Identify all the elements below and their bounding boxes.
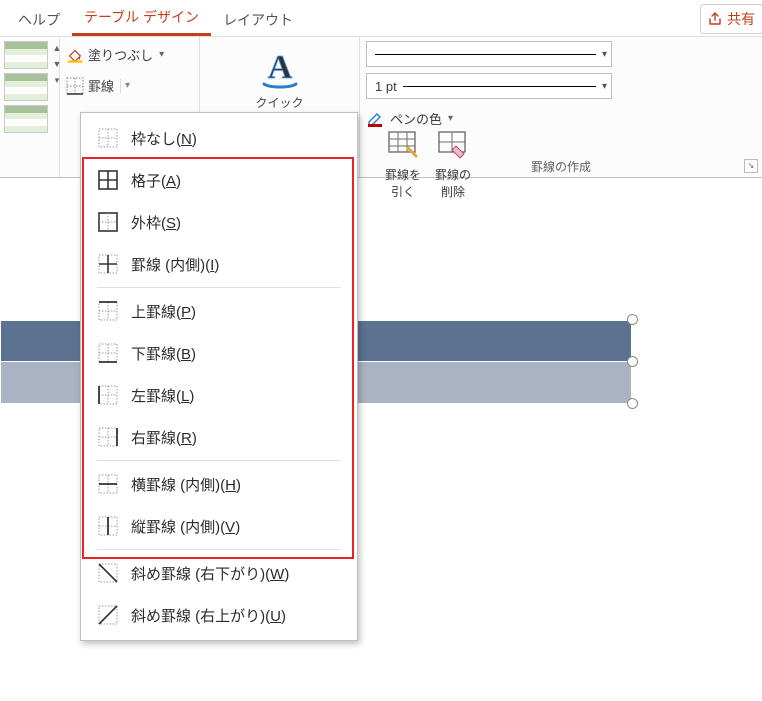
- selection-handle[interactable]: [627, 356, 638, 367]
- menu-label: 枠なし(N): [131, 128, 197, 149]
- inside-borders-icon: [97, 253, 119, 275]
- group-draw-borders: ▾ 1 pt ▾ ペンの色 ▾ 罫線を引く: [360, 37, 762, 177]
- menu-label: 縦罫線 (内側)(V): [131, 516, 240, 537]
- pen-color-icon: [366, 110, 386, 128]
- menu-all-borders[interactable]: 格子(A): [81, 159, 357, 201]
- tab-layout[interactable]: レイアウト: [211, 4, 305, 36]
- menu-label: 上罫線(P): [131, 301, 196, 322]
- chevron-down-icon: ▾: [448, 113, 453, 124]
- menu-label: 下罫線(B): [131, 343, 196, 364]
- all-borders-icon: [97, 169, 119, 191]
- chevron-down-icon: ▾: [602, 81, 607, 92]
- draw-table-icon: [386, 128, 420, 162]
- borders-button[interactable]: 罫線 ▾: [64, 74, 193, 97]
- borders-dropdown-menu: 枠なし(N) 格子(A) 外枠(S) 罫線 (内側)(I) 上罫線(P) 下罫線…: [80, 112, 358, 641]
- tab-help[interactable]: ヘルプ: [6, 4, 72, 36]
- menu-label: 格子(A): [131, 170, 181, 191]
- eraser-icon: [436, 128, 470, 162]
- menu-right-border[interactable]: 右罫線(R): [81, 416, 357, 458]
- menu-diag-down-border[interactable]: 斜め罫線 (右下がり)(W): [81, 552, 357, 594]
- menu-label: 左罫線(L): [131, 385, 194, 406]
- group-caption-draw-borders: 罫線の作成: [360, 158, 762, 175]
- table-style-swatch[interactable]: [4, 41, 48, 69]
- quick-styles-button[interactable]: A: [254, 42, 306, 94]
- bottom-border-icon: [97, 342, 119, 364]
- dialog-launcher[interactable]: ↘: [744, 159, 758, 173]
- menu-outside-borders[interactable]: 外枠(S): [81, 201, 357, 243]
- pen-weight-value: 1 pt: [375, 79, 397, 94]
- quick-styles-label: クイック: [255, 94, 303, 111]
- fill-bucket-icon: [66, 46, 84, 64]
- menu-inside-borders[interactable]: 罫線 (内側)(I): [81, 243, 357, 285]
- table-style-swatch[interactable]: [4, 105, 48, 133]
- shading-button[interactable]: 塗りつぶし ▾: [64, 43, 193, 66]
- pen-style-combo[interactable]: ▾: [366, 41, 612, 67]
- borders-label: 罫線: [88, 76, 114, 95]
- menu-label: 斜め罫線 (右上がり)(U): [131, 605, 286, 626]
- tab-table-design[interactable]: テーブル デザイン: [72, 1, 211, 36]
- pen-style-sample: [375, 54, 596, 55]
- pen-color-label: ペンの色: [390, 109, 442, 128]
- menu-inside-h-border[interactable]: 横罫線 (内側)(H): [81, 463, 357, 505]
- top-border-icon: [97, 300, 119, 322]
- menu-bottom-border[interactable]: 下罫線(B): [81, 332, 357, 374]
- menu-separator: [97, 549, 341, 550]
- chevron-down-icon: ▾: [159, 49, 164, 60]
- no-border-icon: [97, 127, 119, 149]
- menu-label: 斜め罫線 (右下がり)(W): [131, 563, 289, 584]
- share-button[interactable]: 共有: [700, 4, 762, 34]
- menu-left-border[interactable]: 左罫線(L): [81, 374, 357, 416]
- share-label: 共有: [727, 9, 755, 29]
- menu-inside-v-border[interactable]: 縦罫線 (内側)(V): [81, 505, 357, 547]
- selection-handle[interactable]: [627, 398, 638, 409]
- right-border-icon: [97, 426, 119, 448]
- menu-label: 右罫線(R): [131, 427, 197, 448]
- chevron-down-icon: ▾: [602, 49, 607, 60]
- menu-no-border[interactable]: 枠なし(N): [81, 117, 357, 159]
- menu-separator: [97, 287, 341, 288]
- menu-separator: [97, 460, 341, 461]
- diag-down-icon: [97, 562, 119, 584]
- menu-label: 横罫線 (内側)(H): [131, 474, 241, 495]
- borders-split-chevron[interactable]: ▾: [120, 79, 130, 93]
- inside-v-border-icon: [97, 515, 119, 537]
- menu-diag-up-border[interactable]: 斜め罫線 (右上がり)(U): [81, 594, 357, 636]
- menu-top-border[interactable]: 上罫線(P): [81, 290, 357, 332]
- menu-label: 罫線 (内側)(I): [131, 254, 219, 275]
- share-icon: [707, 11, 723, 27]
- left-border-icon: [97, 384, 119, 406]
- table-style-swatch[interactable]: [4, 73, 48, 101]
- diag-up-icon: [97, 604, 119, 626]
- pen-weight-sample: [403, 86, 596, 87]
- menu-label: 外枠(S): [131, 212, 181, 233]
- selection-handle[interactable]: [627, 314, 638, 325]
- svg-text:A: A: [267, 49, 292, 86]
- inside-h-border-icon: [97, 473, 119, 495]
- pen-weight-combo[interactable]: 1 pt ▾: [366, 73, 612, 99]
- pen-color-button[interactable]: ペンの色 ▾: [366, 105, 612, 128]
- group-table-styles: ▲ ▼ ▾: [0, 37, 60, 177]
- shading-label: 塗りつぶし: [88, 45, 153, 64]
- outside-borders-icon: [97, 211, 119, 233]
- borders-icon: [66, 77, 84, 95]
- ribbon-tabs: ヘルプ テーブル デザイン レイアウト: [0, 0, 762, 36]
